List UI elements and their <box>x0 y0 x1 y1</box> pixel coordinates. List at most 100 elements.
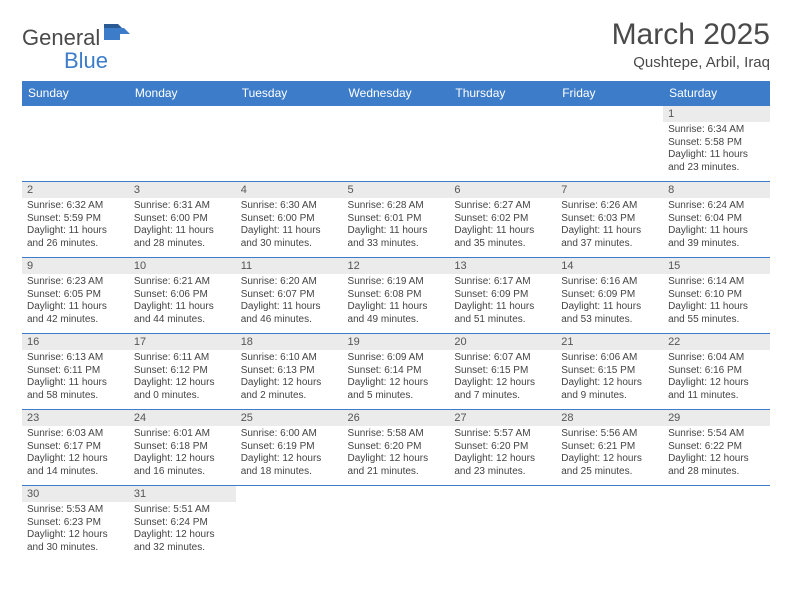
calendar-cell: 29Sunrise: 5:54 AMSunset: 6:22 PMDayligh… <box>663 410 770 486</box>
calendar-week: 16Sunrise: 6:13 AMSunset: 6:11 PMDayligh… <box>22 334 770 410</box>
sunrise-text: Sunrise: 6:06 AM <box>561 352 658 365</box>
day-details: Sunrise: 6:30 AMSunset: 6:00 PMDaylight:… <box>236 198 343 254</box>
sunset-text: Sunset: 6:10 PM <box>668 289 765 302</box>
sunset-text: Sunset: 6:08 PM <box>348 289 445 302</box>
day-number <box>236 106 343 110</box>
day-details: Sunrise: 6:27 AMSunset: 6:02 PMDaylight:… <box>449 198 556 254</box>
day-number <box>236 486 343 490</box>
day-number: 12 <box>343 258 450 274</box>
day-details: Sunrise: 5:51 AMSunset: 6:24 PMDaylight:… <box>129 502 236 558</box>
sunrise-text: Sunrise: 6:14 AM <box>668 276 765 289</box>
flag-icon <box>104 24 130 45</box>
day-number <box>22 106 129 110</box>
daylight-text: Daylight: 12 hours and 16 minutes. <box>134 453 231 478</box>
day-number: 10 <box>129 258 236 274</box>
daylight-text: Daylight: 12 hours and 5 minutes. <box>348 377 445 402</box>
calendar-week: 9Sunrise: 6:23 AMSunset: 6:05 PMDaylight… <box>22 258 770 334</box>
day-number: 26 <box>343 410 450 426</box>
daylight-text: Daylight: 12 hours and 11 minutes. <box>668 377 765 402</box>
day-number: 9 <box>22 258 129 274</box>
day-number: 16 <box>22 334 129 350</box>
sunrise-text: Sunrise: 6:07 AM <box>454 352 551 365</box>
sunrise-text: Sunrise: 6:04 AM <box>668 352 765 365</box>
day-number: 18 <box>236 334 343 350</box>
daylight-text: Daylight: 11 hours and 46 minutes. <box>241 301 338 326</box>
day-header: Monday <box>129 81 236 106</box>
calendar-cell: 9Sunrise: 6:23 AMSunset: 6:05 PMDaylight… <box>22 258 129 334</box>
sunrise-text: Sunrise: 5:53 AM <box>27 504 124 517</box>
sunset-text: Sunset: 6:16 PM <box>668 365 765 378</box>
day-details: Sunrise: 5:56 AMSunset: 6:21 PMDaylight:… <box>556 426 663 482</box>
header: General March 2025 Qushtepe, Arbil, Iraq <box>22 18 770 71</box>
daylight-text: Daylight: 11 hours and 26 minutes. <box>27 225 124 250</box>
sunrise-text: Sunrise: 6:00 AM <box>241 428 338 441</box>
sunset-text: Sunset: 6:00 PM <box>134 213 231 226</box>
daylight-text: Daylight: 12 hours and 23 minutes. <box>454 453 551 478</box>
day-number <box>343 106 450 110</box>
daylight-text: Daylight: 12 hours and 9 minutes. <box>561 377 658 402</box>
calendar-cell: 26Sunrise: 5:58 AMSunset: 6:20 PMDayligh… <box>343 410 450 486</box>
daylight-text: Daylight: 11 hours and 37 minutes. <box>561 225 658 250</box>
calendar-cell <box>663 486 770 562</box>
day-details: Sunrise: 6:13 AMSunset: 6:11 PMDaylight:… <box>22 350 129 406</box>
day-details: Sunrise: 6:11 AMSunset: 6:12 PMDaylight:… <box>129 350 236 406</box>
calendar-cell: 22 Sunrise: 6:04 AMSunset: 6:16 PMDayligh… <box>663 334 770 410</box>
daylight-text: Daylight: 11 hours and 30 minutes. <box>241 225 338 250</box>
calendar-week: 23Sunrise: 6:03 AMSunset: 6:17 PMDayligh… <box>22 410 770 486</box>
sunset-text: Sunset: 6:23 PM <box>27 517 124 530</box>
day-number: 22 <box>663 334 770 350</box>
calendar-cell: 21Sunrise: 6:06 AMSunset: 6:15 PMDayligh… <box>556 334 663 410</box>
title-block: March 2025 Qushtepe, Arbil, Iraq <box>612 18 770 71</box>
calendar-cell: 11Sunrise: 6:20 AMSunset: 6:07 PMDayligh… <box>236 258 343 334</box>
day-number: 14 <box>556 258 663 274</box>
day-number <box>556 106 663 110</box>
calendar-cell <box>236 486 343 562</box>
day-header: Thursday <box>449 81 556 106</box>
daylight-text: Daylight: 11 hours and 58 minutes. <box>27 377 124 402</box>
calendar-cell <box>236 106 343 182</box>
day-number: 8 <box>663 182 770 198</box>
calendar-cell <box>129 106 236 182</box>
sunrise-text: Sunrise: 6:34 AM <box>668 124 765 137</box>
day-details: Sunrise: 6:19 AMSunset: 6:08 PMDaylight:… <box>343 274 450 330</box>
sunset-text: Sunset: 6:21 PM <box>561 441 658 454</box>
day-number: 24 <box>129 410 236 426</box>
calendar-cell: 7Sunrise: 6:26 AMSunset: 6:03 PMDaylight… <box>556 182 663 258</box>
daylight-text: Daylight: 11 hours and 33 minutes. <box>348 225 445 250</box>
day-number: 21 <box>556 334 663 350</box>
sunrise-text: Sunrise: 6:13 AM <box>27 352 124 365</box>
day-details: Sunrise: 6:24 AMSunset: 6:04 PMDaylight:… <box>663 198 770 254</box>
calendar-cell: 15Sunrise: 6:14 AMSunset: 6:10 PMDayligh… <box>663 258 770 334</box>
day-details: Sunrise: 5:58 AMSunset: 6:20 PMDaylight:… <box>343 426 450 482</box>
sunset-text: Sunset: 6:17 PM <box>27 441 124 454</box>
calendar-cell <box>343 486 450 562</box>
daylight-text: Daylight: 11 hours and 44 minutes. <box>134 301 231 326</box>
calendar-week: 2Sunrise: 6:32 AMSunset: 5:59 PMDaylight… <box>22 182 770 258</box>
day-number: 30 <box>22 486 129 502</box>
sunset-text: Sunset: 6:20 PM <box>454 441 551 454</box>
day-number: 2 <box>22 182 129 198</box>
sunrise-text: Sunrise: 5:51 AM <box>134 504 231 517</box>
logo-text-blue: Blue <box>64 48 108 74</box>
calendar-cell: 2Sunrise: 6:32 AMSunset: 5:59 PMDaylight… <box>22 182 129 258</box>
sunrise-text: Sunrise: 6:32 AM <box>27 200 124 213</box>
daylight-text: Daylight: 12 hours and 14 minutes. <box>27 453 124 478</box>
sunrise-text: Sunrise: 6:30 AM <box>241 200 338 213</box>
sunrise-text: Sunrise: 6:17 AM <box>454 276 551 289</box>
daylight-text: Daylight: 11 hours and 53 minutes. <box>561 301 658 326</box>
day-number: 23 <box>22 410 129 426</box>
day-details: Sunrise: 6:28 AMSunset: 6:01 PMDaylight:… <box>343 198 450 254</box>
daylight-text: Daylight: 11 hours and 28 minutes. <box>134 225 231 250</box>
daylight-text: Daylight: 11 hours and 49 minutes. <box>348 301 445 326</box>
day-header: Tuesday <box>236 81 343 106</box>
sunset-text: Sunset: 6:19 PM <box>241 441 338 454</box>
sunrise-text: Sunrise: 6:21 AM <box>134 276 231 289</box>
day-details: Sunrise: 6:16 AMSunset: 6:09 PMDaylight:… <box>556 274 663 330</box>
calendar-cell: 4Sunrise: 6:30 AMSunset: 6:00 PMDaylight… <box>236 182 343 258</box>
day-number <box>663 486 770 490</box>
daylight-text: Daylight: 12 hours and 28 minutes. <box>668 453 765 478</box>
day-number: 4 <box>236 182 343 198</box>
day-number <box>129 106 236 110</box>
day-details: Sunrise: 6:00 AMSunset: 6:19 PMDaylight:… <box>236 426 343 482</box>
calendar-table: SundayMondayTuesdayWednesdayThursdayFrid… <box>22 81 770 562</box>
